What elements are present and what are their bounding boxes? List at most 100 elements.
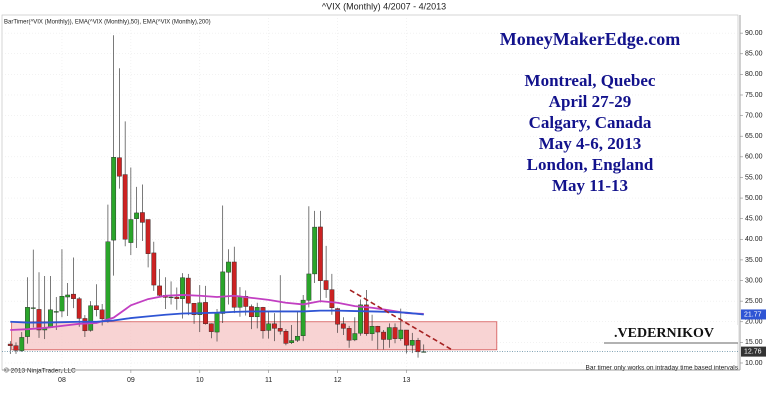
copyright: © 2013 NinjaTrader, LLC [4, 367, 76, 375]
candle-body [122, 174, 128, 240]
candle-body [19, 337, 25, 351]
candle-body [369, 326, 375, 334]
candle-body [105, 241, 111, 320]
candle-body [340, 323, 346, 329]
candle-body [231, 261, 237, 308]
y-tick-label: 55.00 [745, 174, 763, 181]
candle-body [289, 340, 295, 343]
candle-body [116, 157, 122, 177]
annotation-line: London, England [527, 155, 654, 174]
signature-box [604, 325, 738, 343]
candle-body [145, 219, 151, 254]
candle-body [272, 323, 277, 329]
candle-body [381, 331, 386, 340]
candle-body [53, 311, 59, 313]
y-tick-label: 90.00 [745, 30, 763, 37]
candle-body [48, 309, 53, 328]
y-tick-label: 25.00 [745, 298, 763, 305]
candle-body [82, 318, 88, 332]
candle-body [277, 328, 283, 332]
candle-body [300, 299, 306, 336]
candle-body [312, 226, 318, 275]
annotation-line: April 27-29 [549, 92, 632, 111]
candle-body [208, 323, 214, 332]
candle-body [306, 273, 312, 301]
y-tick-label: 40.00 [745, 236, 763, 243]
y-tick-label: 20.00 [745, 319, 763, 326]
x-tick-label: 11 [265, 377, 272, 384]
candle-body [30, 307, 36, 309]
candle-body [346, 328, 352, 341]
marks [2, 35, 738, 358]
candle-body [134, 212, 139, 219]
ema-label: 21.77 [744, 311, 762, 318]
y-tick-label: 10.00 [745, 360, 763, 367]
x-tick-label: 10 [196, 377, 204, 384]
candle-body [404, 329, 409, 346]
y-tick-label: 45.00 [745, 216, 763, 223]
candle-body [36, 309, 42, 331]
y-tick-label: 50.00 [745, 195, 763, 202]
candle-body [197, 302, 203, 315]
candle-body [243, 295, 249, 307]
y-tick-label: 35.00 [745, 257, 763, 264]
price-box [741, 346, 766, 357]
candle-body [237, 296, 243, 308]
footnote: Bar timer only works on intraday time ba… [586, 365, 739, 372]
x-tick-label: 09 [127, 377, 135, 384]
ema-line [10, 309, 424, 324]
candle-body [398, 329, 404, 339]
chart-title: ^VIX (Monthly) 4/2007 - 4/2013 [322, 1, 446, 11]
y-tick-label: 80.00 [745, 71, 763, 78]
candle-body [174, 296, 180, 299]
candle-body [191, 303, 197, 315]
candle-body [375, 326, 381, 333]
candle-body [180, 277, 185, 299]
candle-body [99, 309, 105, 320]
candle-body [168, 296, 174, 299]
annotation-line: Calgary, Canada [529, 113, 652, 132]
y-tick-label: 65.00 [745, 133, 763, 140]
annotation-line: May 4-6, 2013 [539, 134, 641, 153]
candle-body [65, 294, 71, 298]
candle-body [415, 340, 421, 353]
price-label: 12.76 [744, 348, 762, 355]
indicator-legend: BarTimer(^VIX (Monthly)), EMA(^VIX (Mont… [4, 20, 211, 26]
candle-body [335, 308, 341, 325]
candle-body [358, 304, 363, 334]
y-tick-label: 15.00 [745, 339, 763, 346]
candle-body [13, 345, 19, 351]
candle-body [94, 305, 99, 311]
candle-body [128, 219, 134, 243]
candle-body [151, 252, 157, 286]
candle-body [59, 295, 65, 312]
axis-labels: 10.00 15.00 20.00 25.00 30.00 35.00 40.00 45.00… [58, 30, 766, 384]
candle-body [421, 351, 427, 353]
annotation-line: Montreal, Quebec [525, 71, 656, 90]
annotation-line: MoneyMakerEdge.com [500, 29, 680, 49]
x-tick-label: 08 [58, 377, 66, 384]
y-tick-label: 60.00 [745, 154, 763, 161]
candle-body [226, 261, 231, 273]
candle-body [185, 277, 191, 304]
y-tick-label: 70.00 [745, 112, 763, 119]
candle-body [295, 335, 300, 341]
y-tick-label: 75.00 [745, 92, 763, 99]
x-tick-label: 12 [334, 377, 342, 384]
candle-body [220, 271, 226, 314]
candle-body [71, 293, 76, 299]
signature: .VEDERNIKOV [614, 326, 714, 341]
candle-body [260, 307, 266, 332]
candle-body [214, 312, 220, 333]
candle-body [392, 327, 398, 339]
candle-body [323, 280, 329, 290]
candle-body [317, 226, 323, 281]
ema-box [741, 309, 766, 320]
candle-body [157, 285, 163, 296]
candle-body [409, 340, 415, 346]
candle-body [329, 289, 335, 308]
candle-body [88, 305, 94, 331]
candle-body [386, 327, 392, 340]
annotation: MoneyMakerEdge.com Montreal, Quebec April … [500, 29, 680, 195]
